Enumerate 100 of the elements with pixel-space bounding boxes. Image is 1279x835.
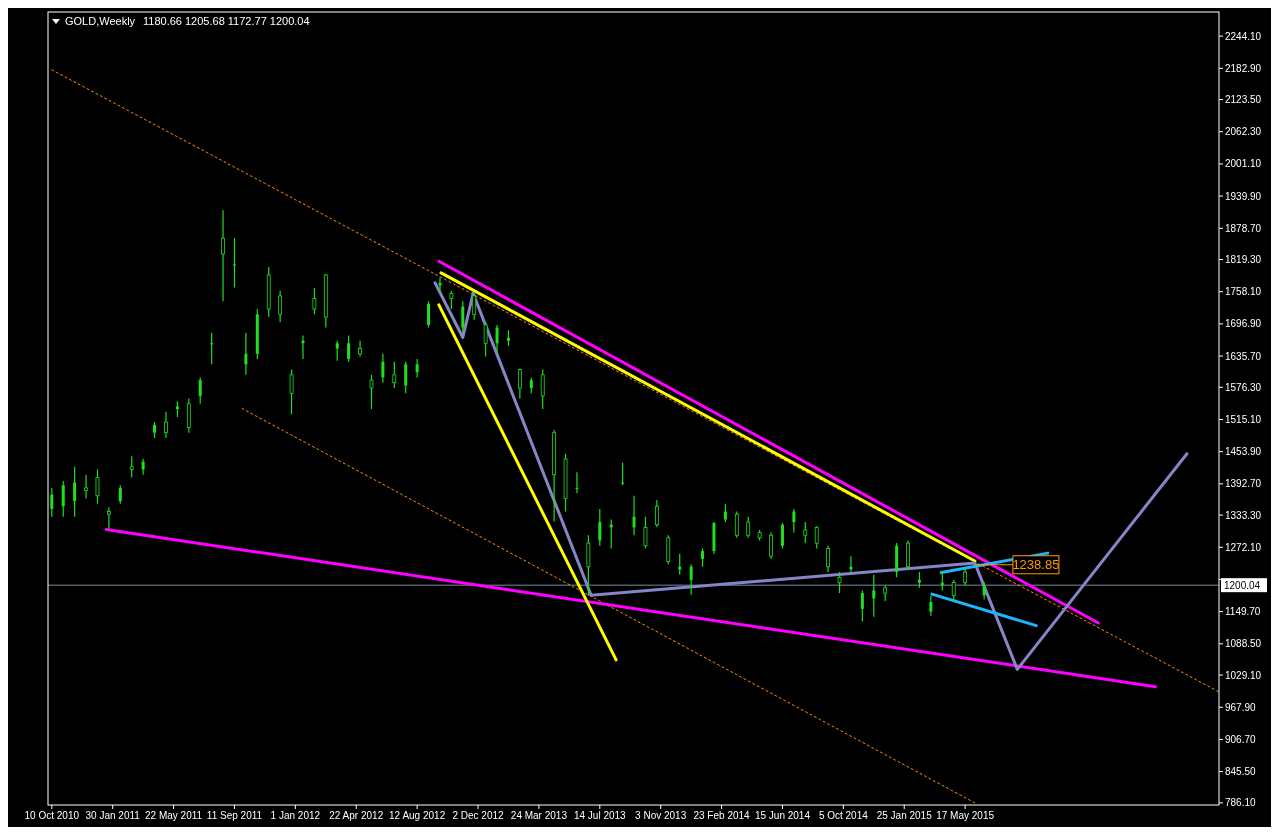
candlestick	[95, 468, 100, 505]
y-tick-label: 1878.70	[1225, 222, 1262, 234]
candlestick	[369, 374, 374, 410]
candlestick	[289, 368, 294, 415]
candlestick	[312, 287, 317, 315]
y-tick-label: 1758.10	[1225, 286, 1262, 298]
y-tick-label: 2182.90	[1225, 62, 1262, 74]
x-tick-label: 22 Apr 2012	[329, 810, 384, 821]
x-tick-label: 2 Dec 2012	[452, 810, 505, 821]
y-tick-label: 1272.10	[1225, 541, 1262, 553]
candlestick	[84, 474, 88, 500]
candlestick	[575, 471, 579, 494]
candlestick	[164, 411, 168, 439]
x-tick-label: 30 Jan 2011	[85, 810, 141, 821]
y-tick-label: 1088.50	[1225, 638, 1262, 650]
x-tick-label: 12 Aug 2012	[389, 810, 446, 821]
candlestick	[872, 574, 876, 618]
x-tick-label: 22 May 2011	[145, 810, 203, 821]
candlestick	[381, 353, 385, 384]
candlestick	[278, 290, 283, 323]
candlestick	[427, 300, 431, 329]
x-tick-label: 15 Jun 2014	[754, 810, 811, 821]
x-tick-label: 24 Mar 2013	[510, 810, 568, 821]
candlestick	[415, 358, 419, 379]
candlestick	[643, 516, 648, 549]
candlestick	[244, 332, 248, 376]
x-tick-label: 23 Feb 2014	[693, 810, 751, 821]
candlestick	[598, 508, 602, 547]
y-tick-label: 2001.10	[1225, 158, 1262, 170]
candlestick	[50, 487, 54, 518]
line-series	[433, 281, 1189, 671]
candlestick	[621, 462, 625, 486]
candlestick	[232, 237, 236, 289]
candlestick	[198, 376, 202, 405]
chart-title: GOLD,Weekly	[65, 15, 136, 27]
candlestick	[472, 292, 477, 321]
y-tick-label: 1939.90	[1225, 190, 1262, 202]
candlestick	[689, 563, 693, 596]
candlestick	[746, 516, 751, 539]
candlestick	[106, 506, 111, 529]
candlestick	[186, 397, 191, 434]
candlestick	[826, 545, 831, 573]
candlestick	[951, 579, 956, 602]
y-tick-label: 1576.30	[1225, 381, 1262, 393]
candlestick	[632, 495, 636, 536]
y-tick-label: 2123.50	[1225, 94, 1262, 106]
y-tick-label: 2244.10	[1225, 30, 1262, 42]
x-tick-label: 17 May 2015	[936, 810, 995, 821]
candlestick	[906, 539, 910, 571]
y-tick-label: 1819.30	[1225, 254, 1262, 266]
x-tick-label: 11 Sep 2011	[206, 810, 263, 821]
candlestick	[392, 361, 397, 389]
candlestick	[654, 499, 659, 528]
candlestick	[837, 571, 842, 594]
candlestick	[701, 547, 705, 568]
y-tick-label: 906.70	[1225, 733, 1257, 745]
candlestick	[540, 368, 545, 410]
candlestick	[221, 209, 225, 302]
candlestick	[449, 290, 454, 310]
y-tick-label: 1696.90	[1225, 318, 1262, 330]
y-tick-label: 1453.90	[1225, 446, 1262, 458]
x-tick-label: 5 Oct 2014	[818, 810, 869, 821]
candlestick	[73, 466, 77, 518]
y-tick-label: 1635.70	[1225, 350, 1262, 362]
candlestick	[358, 340, 362, 358]
candlestick	[210, 332, 214, 365]
candlestick	[780, 522, 784, 549]
candlestick	[734, 510, 739, 539]
x-tick-label: 25 Jan 2015	[876, 810, 933, 821]
candlestick	[517, 367, 522, 400]
y-tick-label: 1149.70	[1225, 606, 1261, 618]
y-tick-label: 967.90	[1225, 701, 1257, 713]
candlestick	[860, 589, 864, 623]
candlestick	[347, 334, 351, 363]
candlestick	[769, 532, 773, 560]
candlestick	[929, 595, 933, 617]
candlestick	[495, 324, 499, 355]
candlestick	[586, 534, 591, 597]
x-tick-label: 3 Nov 2013	[635, 810, 687, 821]
candlestick	[335, 340, 339, 362]
x-tick-label: 1 Jan 2012	[270, 810, 321, 821]
y-tick-label: 845.50	[1225, 766, 1257, 778]
y-tick-label: 2062.30	[1225, 126, 1262, 138]
y-tick-label: 1029.10	[1225, 669, 1262, 681]
candlestick	[118, 484, 122, 505]
y-tick-label: 1392.70	[1225, 478, 1262, 490]
candlestick	[792, 508, 796, 534]
y-tick-label: 1515.10	[1225, 413, 1262, 425]
ref-line-label: 1200.04	[1224, 579, 1261, 591]
candlestick	[666, 534, 671, 565]
candlestick	[803, 521, 808, 544]
candlestick	[129, 455, 134, 478]
x-tick-label: 10 Oct 2010	[24, 810, 80, 821]
y-tick-label: 786.10	[1225, 797, 1257, 809]
y-tick-label: 1333.30	[1225, 509, 1262, 521]
x-tick-label: 14 Jul 2013	[573, 810, 627, 821]
candlestick	[404, 361, 408, 394]
chart-subtitle: 1180.66 1205.68 1172.77 1200.04	[143, 15, 310, 27]
candlestick	[814, 525, 819, 549]
candlestick	[483, 321, 488, 358]
